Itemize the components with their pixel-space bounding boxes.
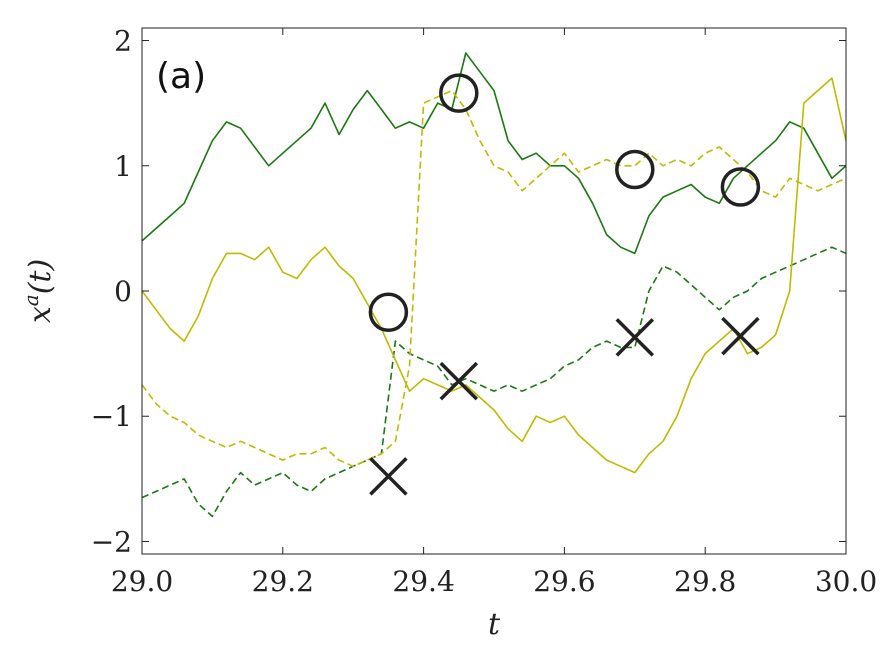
y-tick-label: 1 [114, 150, 132, 183]
circle-marker-4 [368, 292, 409, 333]
x-tick-label: 29.8 [674, 565, 736, 598]
plot-area [141, 52, 847, 518]
cross-marker-3 [615, 318, 655, 357]
x-tick-label: 30.0 [815, 565, 877, 598]
x-tick-label: 29.2 [252, 565, 314, 598]
panel-label: (a) [156, 56, 206, 97]
cross-marker-stroke [439, 361, 479, 401]
circle-marker-3 [720, 167, 761, 207]
x-tick-label: 29.6 [533, 565, 595, 598]
y-tick-label: 0 [114, 275, 132, 308]
y-tick-label: −1 [91, 400, 132, 433]
series-line-2 [141, 246, 847, 518]
y-tick-label: 2 [114, 25, 132, 58]
cross-marker-1 [369, 457, 408, 496]
x-axis-label: t [488, 607, 501, 642]
cross-marker-2 [439, 361, 479, 401]
series-line-3 [141, 77, 847, 474]
cross-marker-4 [721, 316, 760, 356]
x-tick-label: 29.0 [111, 565, 173, 598]
x-tick-label: 29.4 [392, 565, 454, 598]
plot-frame [141, 27, 847, 555]
cross-marker-stroke [721, 316, 760, 356]
cross-marker-stroke [615, 318, 655, 357]
y-axis-label: xa(t) [19, 259, 58, 323]
y-axis-label-arg: (t) [23, 259, 58, 294]
y-axis-label-base: x [23, 306, 58, 323]
cross-marker-stroke [369, 457, 408, 496]
y-axis-label-sup: a [19, 294, 43, 306]
series-line-1 [141, 52, 847, 255]
circle-marker-2 [615, 149, 655, 190]
series-line-4 [141, 89, 847, 468]
circle-marker-1 [439, 73, 479, 113]
y-tick-label: −2 [91, 525, 132, 558]
